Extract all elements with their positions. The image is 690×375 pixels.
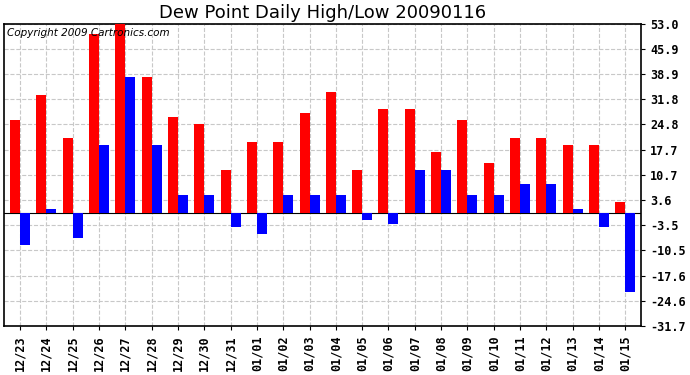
Bar	[178, 195, 188, 213]
Bar	[20, 213, 30, 245]
Bar	[204, 195, 214, 213]
Bar	[299, 113, 310, 213]
Bar	[625, 213, 635, 291]
Bar	[63, 138, 72, 213]
Bar	[520, 184, 530, 213]
Bar	[221, 170, 230, 213]
Bar	[46, 209, 57, 213]
Bar	[484, 163, 494, 213]
Bar	[441, 170, 451, 213]
Bar	[599, 213, 609, 227]
Bar	[194, 124, 204, 213]
Bar	[310, 195, 319, 213]
Bar	[283, 195, 293, 213]
Bar	[467, 195, 477, 213]
Bar	[388, 213, 399, 224]
Bar	[37, 95, 46, 213]
Bar	[141, 77, 152, 213]
Bar	[589, 145, 599, 213]
Bar	[573, 209, 583, 213]
Bar	[152, 145, 161, 213]
Bar	[510, 138, 520, 213]
Bar	[415, 170, 425, 213]
Bar	[126, 77, 135, 213]
Bar	[168, 117, 178, 213]
Bar	[89, 34, 99, 213]
Bar	[431, 152, 441, 213]
Bar	[336, 195, 346, 213]
Bar	[494, 195, 504, 213]
Bar	[273, 142, 283, 213]
Bar	[379, 110, 388, 213]
Text: Copyright 2009 Cartronics.com: Copyright 2009 Cartronics.com	[8, 28, 170, 38]
Bar	[230, 213, 241, 227]
Title: Dew Point Daily High/Low 20090116: Dew Point Daily High/Low 20090116	[159, 4, 486, 22]
Bar	[405, 110, 415, 213]
Bar	[257, 213, 267, 234]
Bar	[10, 120, 20, 213]
Bar	[99, 145, 109, 213]
Bar	[563, 145, 573, 213]
Bar	[362, 213, 372, 220]
Bar	[326, 92, 336, 213]
Bar	[546, 184, 556, 213]
Bar	[457, 120, 467, 213]
Bar	[536, 138, 546, 213]
Bar	[352, 170, 362, 213]
Bar	[115, 24, 126, 213]
Bar	[615, 202, 625, 213]
Bar	[72, 213, 83, 238]
Bar	[247, 142, 257, 213]
